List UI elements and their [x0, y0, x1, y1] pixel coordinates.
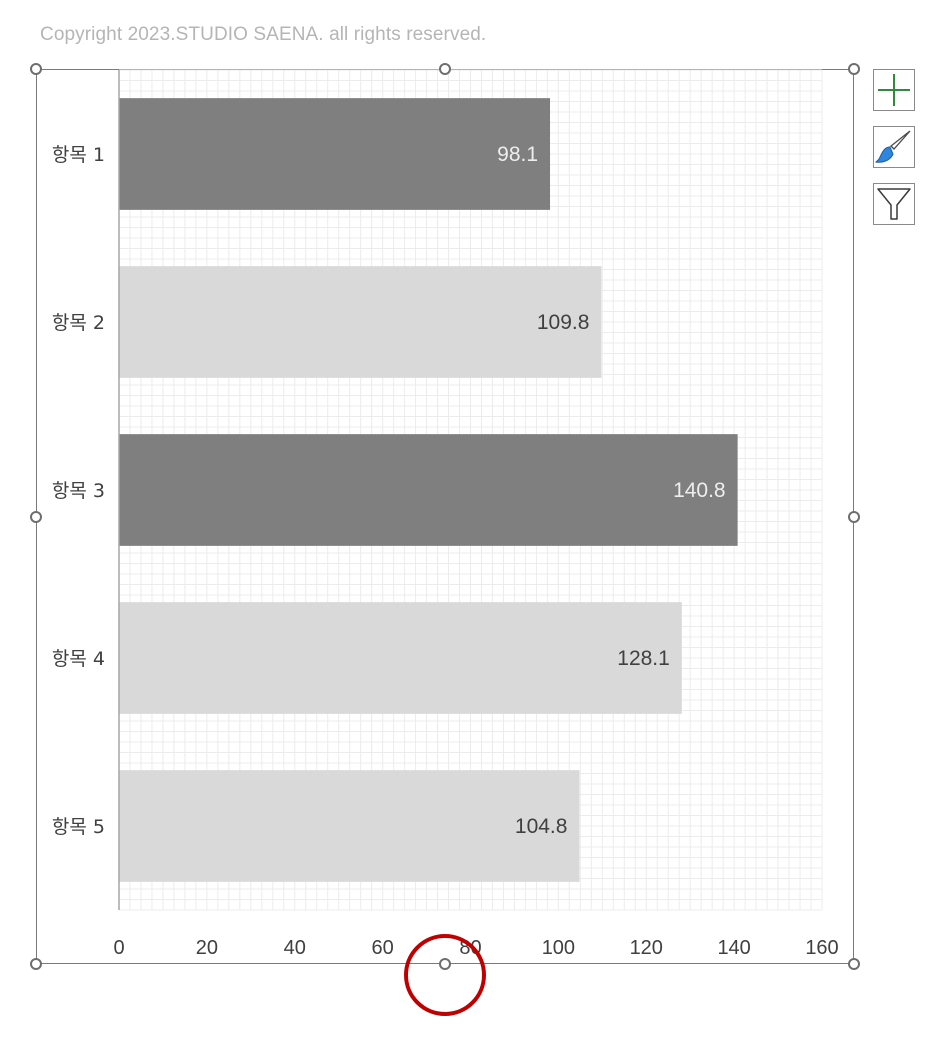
- brush-icon: [874, 130, 911, 163]
- category-label-2: 항목 2: [52, 312, 105, 334]
- resize-handle-top-right[interactable]: [848, 63, 860, 75]
- data-label-5: 104.8: [515, 815, 568, 838]
- data-label-4: 128.1: [617, 647, 670, 670]
- chart-elements-button[interactable]: [873, 69, 915, 111]
- data-label-3: 140.8: [673, 479, 726, 502]
- x-tick-label: 120: [630, 937, 663, 959]
- resize-handle-bottom-left[interactable]: [30, 958, 42, 970]
- bar-1: [119, 98, 551, 210]
- bars: [119, 98, 738, 882]
- category-label-5: 항목 5: [52, 816, 105, 838]
- data-label-2: 109.8: [537, 311, 590, 334]
- bar-2: [119, 266, 602, 378]
- chart-filters-button[interactable]: [873, 183, 915, 225]
- resize-handle-top-left[interactable]: [30, 63, 42, 75]
- chart-styles-button[interactable]: [873, 126, 915, 168]
- category-label-1: 항목 1: [52, 144, 105, 166]
- x-tick-label: 140: [717, 937, 750, 959]
- bar-5: [119, 770, 580, 882]
- category-labels: 항목 1 항목 2 항목 3 항목 4 항목 5: [52, 144, 105, 838]
- bar-4: [119, 602, 682, 714]
- data-label-1: 98.1: [497, 143, 538, 166]
- x-tick-label: 0: [113, 937, 124, 959]
- category-label-3: 항목 3: [52, 480, 105, 502]
- x-tick-label: 60: [372, 937, 394, 959]
- data-labels: 98.1 109.8 140.8 128.1 104.8: [497, 143, 725, 838]
- resize-handle-top-center[interactable]: [439, 63, 451, 75]
- resize-handle-bottom-right[interactable]: [848, 958, 860, 970]
- highlight-circle: [404, 934, 486, 1016]
- plus-icon: [878, 74, 910, 106]
- resize-handle-middle-left[interactable]: [30, 511, 42, 523]
- category-label-4: 항목 4: [52, 648, 105, 670]
- resize-handle-middle-right[interactable]: [848, 511, 860, 523]
- copyright-text: Copyright 2023.STUDIO SAENA. all rights …: [40, 24, 487, 45]
- x-tick-label: 160: [805, 937, 838, 959]
- filter-icon: [877, 188, 911, 220]
- bar-3: [119, 434, 738, 546]
- x-tick-label: 20: [196, 937, 218, 959]
- x-tick-label: 100: [542, 937, 575, 959]
- x-tick-label: 40: [284, 937, 306, 959]
